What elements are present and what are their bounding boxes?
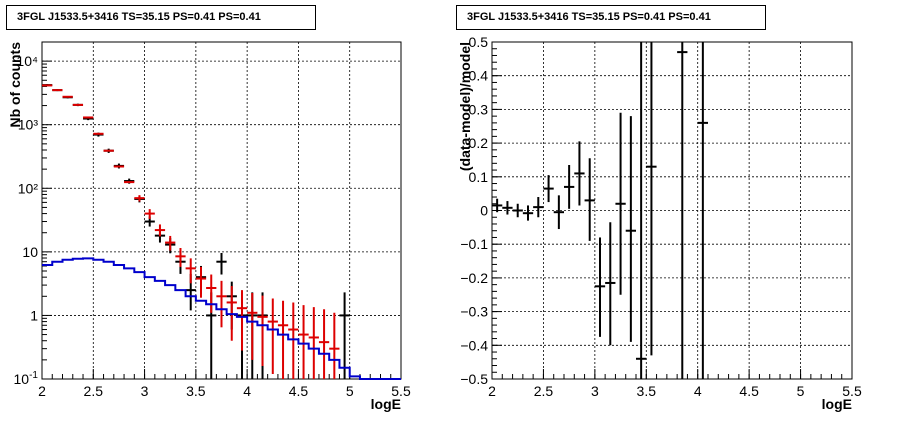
model-point xyxy=(206,274,217,313)
model-point xyxy=(185,258,196,284)
panel1-y-tick-label: 0.5 xyxy=(469,34,489,50)
panel0-x-tick-label: 2.5 xyxy=(84,383,104,399)
residual-point xyxy=(512,203,523,218)
background-histogram-line xyxy=(42,257,401,380)
model-point xyxy=(257,295,268,367)
residual-point xyxy=(502,201,513,215)
panel1-x-tick-label: 5 xyxy=(797,383,805,399)
panel0-y-tick-label: 10³ xyxy=(18,117,39,133)
model-point xyxy=(216,280,227,328)
panel0-x-tick-label: 4.5 xyxy=(289,383,309,399)
residual-point xyxy=(594,237,606,337)
model-point xyxy=(165,235,176,251)
panel1-x-tick-label: 4 xyxy=(694,383,702,399)
panel1-x-tick-label: 2.5 xyxy=(534,383,554,399)
model-point xyxy=(329,312,340,379)
panel0-y-axis-label: Nb of counts xyxy=(7,42,23,128)
data-point xyxy=(339,292,350,379)
model-point xyxy=(298,305,309,379)
model-point xyxy=(134,195,145,202)
panel1-x-tick-label: 3 xyxy=(591,383,599,399)
residual-point xyxy=(605,222,616,346)
data-point xyxy=(216,252,227,275)
model-point xyxy=(236,290,248,351)
panel0-y-tick-label: 10 xyxy=(22,244,38,260)
residual-point xyxy=(636,42,647,379)
panel1-y-tick-label: 0.1 xyxy=(469,169,489,185)
model-point xyxy=(318,309,330,379)
right-chart-title: 3FGL J1533.5+3416 TS=35.15 PS=0.41 PS=0.… xyxy=(456,5,766,30)
panel0-y-tick-label: 1 xyxy=(30,307,38,323)
model-point xyxy=(154,224,166,237)
model-point xyxy=(247,293,258,360)
panel1-y-tick-label: −0.3 xyxy=(460,304,488,320)
left-chart-title: 3FGL J1533.5+3416 TS=35.15 PS=0.41 PS=0.… xyxy=(6,5,316,30)
panel1-y-axis-label: (data-model)/model xyxy=(457,42,473,171)
panel1-y-tick-label: −0.2 xyxy=(460,270,488,286)
panel0-y-tick-label: 10⁴ xyxy=(16,53,38,69)
panel0-x-tick-label: 3 xyxy=(141,383,149,399)
residual-point xyxy=(574,141,585,206)
residual-point xyxy=(646,42,657,356)
panel1-x-tick-label: 5.5 xyxy=(842,383,862,399)
model-point xyxy=(308,307,319,379)
panel1-y-tick-label: −0.5 xyxy=(460,371,488,387)
panel1-y-tick-label: 0.3 xyxy=(469,101,489,117)
panel1-x-tick-label: 3.5 xyxy=(637,383,657,399)
model-point xyxy=(267,298,278,374)
residual-point xyxy=(522,205,534,221)
panel0-y-tick-label: 10² xyxy=(18,180,39,196)
panel0-x-tick-label: 3.5 xyxy=(186,383,206,399)
panel0-x-axis-label: logE xyxy=(371,396,401,412)
panel1-y-tick-label: 0.4 xyxy=(469,68,489,84)
panel0-plot-frame xyxy=(41,41,402,380)
residual-point xyxy=(584,158,595,241)
residual-point xyxy=(564,165,575,209)
panel1-x-tick-label: 2 xyxy=(488,383,496,399)
model-point xyxy=(288,302,299,379)
panel1-y-tick-label: 0 xyxy=(480,203,488,219)
residual-point xyxy=(615,112,626,295)
residual-point xyxy=(553,195,564,230)
residual-point xyxy=(697,42,708,379)
model-point xyxy=(175,247,186,267)
panel1-y-tick-label: 0.2 xyxy=(469,135,489,151)
residual-point xyxy=(625,116,636,342)
panel0-x-tick-label: 5 xyxy=(346,383,354,399)
residual-point xyxy=(492,198,503,213)
panel1-y-tick-label: −0.4 xyxy=(460,337,488,353)
model-point xyxy=(277,300,289,379)
model-point xyxy=(144,209,155,219)
panel0-x-tick-label: 2 xyxy=(38,383,46,399)
model-point xyxy=(195,266,207,298)
panel1-x-axis-label: logE xyxy=(822,396,852,412)
panel0-x-tick-label: 5.5 xyxy=(391,383,411,399)
residual-point xyxy=(677,42,688,379)
residual-point xyxy=(543,175,554,203)
panel0-x-tick-label: 4 xyxy=(243,383,251,399)
panel1-y-tick-label: −0.1 xyxy=(460,236,488,252)
residual-point xyxy=(533,197,544,218)
panel0-y-tick-label-exp: -1 xyxy=(29,370,38,381)
panel0-y-tick-label: 10-1 xyxy=(14,370,39,387)
panel1-x-tick-label: 4.5 xyxy=(739,383,759,399)
